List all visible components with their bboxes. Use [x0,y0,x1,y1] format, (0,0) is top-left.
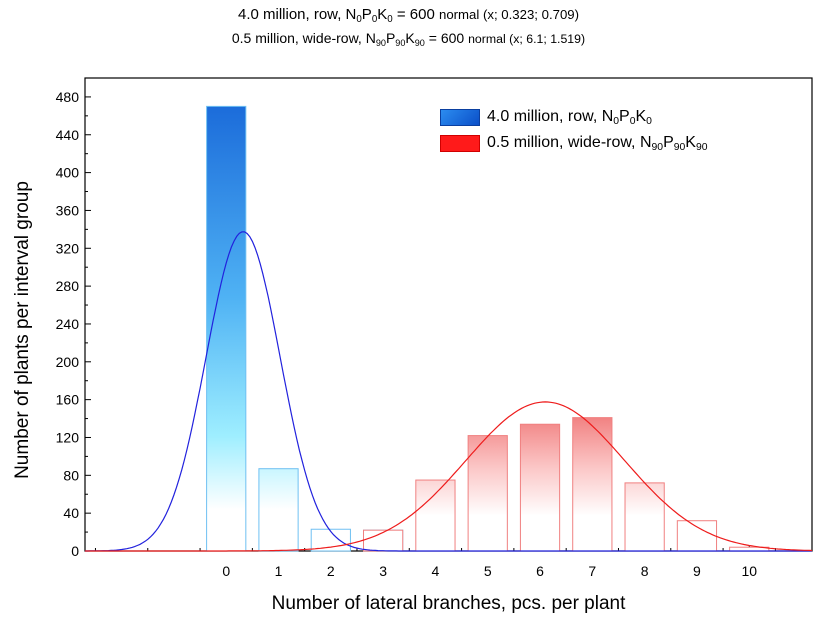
y-tick-label: 240 [56,316,80,332]
x-tick-label: 8 [641,563,649,579]
y-tick-label: 440 [56,127,80,143]
normal-curve-red [85,401,813,552]
x-tick-label: 1 [275,563,283,579]
bar-red [676,520,718,552]
y-tick-label: 160 [56,392,80,408]
bar-red [467,435,508,552]
histogram-chart: 0 40 80 120 160 200 240 280 320 360 400 440 480 0 1 2 3 4… [56,77,813,579]
x-tick-label: 2 [327,563,335,579]
x-tick-label: 0 [222,563,230,579]
bar-red [519,423,561,552]
x-tick-label: 7 [588,563,596,579]
y-tick-label: 400 [56,165,80,181]
y-tick-label: 80 [63,467,79,483]
y-tick-label: 0 [71,543,79,559]
x-axis-label: Number of lateral branches, pcs. per pla… [271,593,626,614]
x-tick-label: 4 [432,563,440,579]
y-tick-label: 320 [56,240,80,256]
y-tick-label: 40 [63,505,79,521]
y-tick-label: 120 [56,429,80,445]
y-axis-label: Number of plants per interval group [12,181,33,479]
x-tick-label: 10 [741,563,757,579]
legend: 4.0 million, row, N0P0K0 0.5 million, wi… [440,104,708,156]
bar-blue [258,468,299,552]
bar-red [572,417,613,552]
y-tick-label: 480 [56,89,80,105]
x-tick-label: 3 [379,563,387,579]
y-tick-label: 200 [56,354,80,370]
x-tick-label: 6 [536,563,544,579]
chart-title-line2: 0.5 million, wide-row, N90P90K90 = 600 n… [231,30,586,48]
x-tick-label: 5 [484,563,492,579]
bar-red [415,479,456,552]
legend-label: 4.0 million, row, N0P0K0 [487,107,652,127]
bar-red [624,482,665,552]
chart-title-line1: 4.0 million, row, N0P0K0 = 600 normal (x… [237,6,580,25]
plot-area: 0 40 80 120 160 200 240 280 320 360 400 440 480 0 1 2 3 4… [56,77,813,579]
x-tick-label: 9 [693,563,701,579]
bar-blue [310,528,351,552]
y-tick-label: 360 [56,202,80,218]
legend-swatch-red [440,134,480,152]
normal-curve-blue [85,231,812,552]
bar-red [363,529,404,552]
y-tick-label: 280 [56,278,80,294]
legend-item-row-planting: 4.0 million, row, N0P0K0 [440,104,708,130]
bar-blue [206,105,247,552]
legend-label: 0.5 million, wide-row, N90P90K90 [487,133,708,153]
legend-item-wide-row-planting: 0.5 million, wide-row, N90P90K90 [440,130,708,156]
legend-swatch-blue [440,108,480,126]
